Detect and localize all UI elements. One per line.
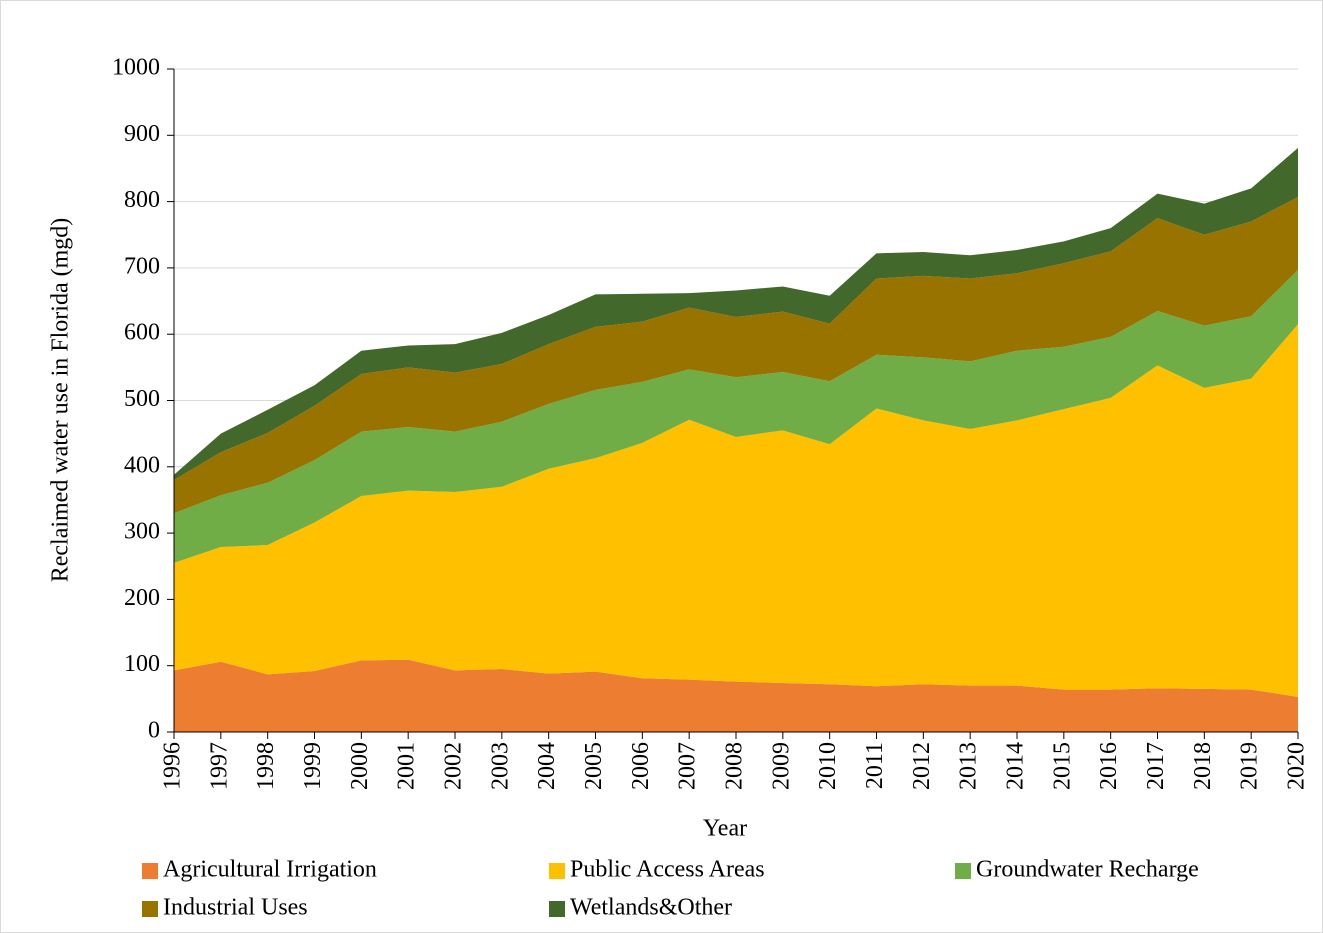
- x-tick-label: 2001: [394, 742, 420, 790]
- legend-swatch: [549, 863, 565, 879]
- x-tick-label: 2015: [1049, 742, 1075, 790]
- x-tick-label: 2004: [534, 742, 560, 790]
- y-tick-label: 300: [124, 519, 160, 545]
- y-tick-label: 800: [124, 187, 160, 213]
- y-tick-label: 900: [124, 121, 160, 147]
- y-tick-label: 700: [124, 253, 160, 279]
- x-tick-label: 2016: [1096, 742, 1122, 790]
- x-tick-label: 2000: [347, 742, 373, 790]
- legend-swatch: [142, 901, 158, 917]
- y-tick-label: 1000: [112, 55, 160, 81]
- x-tick-label: 2008: [722, 742, 748, 790]
- x-tick-label: 2019: [1237, 742, 1263, 790]
- y-tick-label: 0: [148, 718, 160, 744]
- y-tick-label: 600: [124, 320, 160, 346]
- legend-swatch: [549, 901, 565, 917]
- y-tick-label: 100: [124, 651, 160, 677]
- y-tick-label: 500: [124, 386, 160, 412]
- x-tick-label: 1999: [300, 742, 326, 790]
- x-tick-label: 2017: [1143, 742, 1169, 790]
- x-tick-label: 2012: [909, 742, 935, 790]
- x-tick-label: 1997: [206, 742, 232, 790]
- legend-swatch: [955, 863, 971, 879]
- x-tick-label: 2013: [956, 742, 982, 790]
- x-axis-label: Year: [703, 816, 747, 842]
- x-tick-label: 2018: [1190, 742, 1216, 790]
- area: [174, 324, 1298, 697]
- x-tick-label: 2009: [768, 742, 794, 790]
- area: [174, 196, 1298, 514]
- x-tick-label: 2007: [675, 742, 701, 790]
- x-tick-label: 2006: [628, 742, 654, 790]
- legend-label: Agricultural Irrigation: [163, 857, 377, 883]
- legend-swatch: [142, 863, 158, 879]
- x-tick-label: 1996: [160, 742, 186, 790]
- x-tick-label: 2002: [441, 742, 467, 790]
- y-tick-label: 200: [124, 585, 160, 611]
- x-tick-label: 2020: [1284, 742, 1310, 790]
- y-axis-label: Reclaimed water use in Florida (mgd): [48, 218, 74, 583]
- legend-label: Wetlands&Other: [570, 895, 732, 921]
- y-tick-label: 400: [124, 452, 160, 478]
- area: [174, 659, 1298, 732]
- x-tick-label: 2014: [1003, 742, 1029, 790]
- x-tick-label: 1998: [253, 742, 279, 790]
- x-tick-label: 2005: [581, 742, 607, 790]
- area: [174, 147, 1298, 481]
- legend-label: Industrial Uses: [163, 895, 308, 921]
- area: [174, 269, 1298, 563]
- x-tick-label: 2003: [487, 742, 513, 790]
- x-tick-label: 2011: [862, 742, 888, 789]
- x-tick-label: 2010: [815, 742, 841, 790]
- legend-label: Public Access Areas: [570, 857, 765, 883]
- legend-label: Groundwater Recharge: [976, 857, 1199, 883]
